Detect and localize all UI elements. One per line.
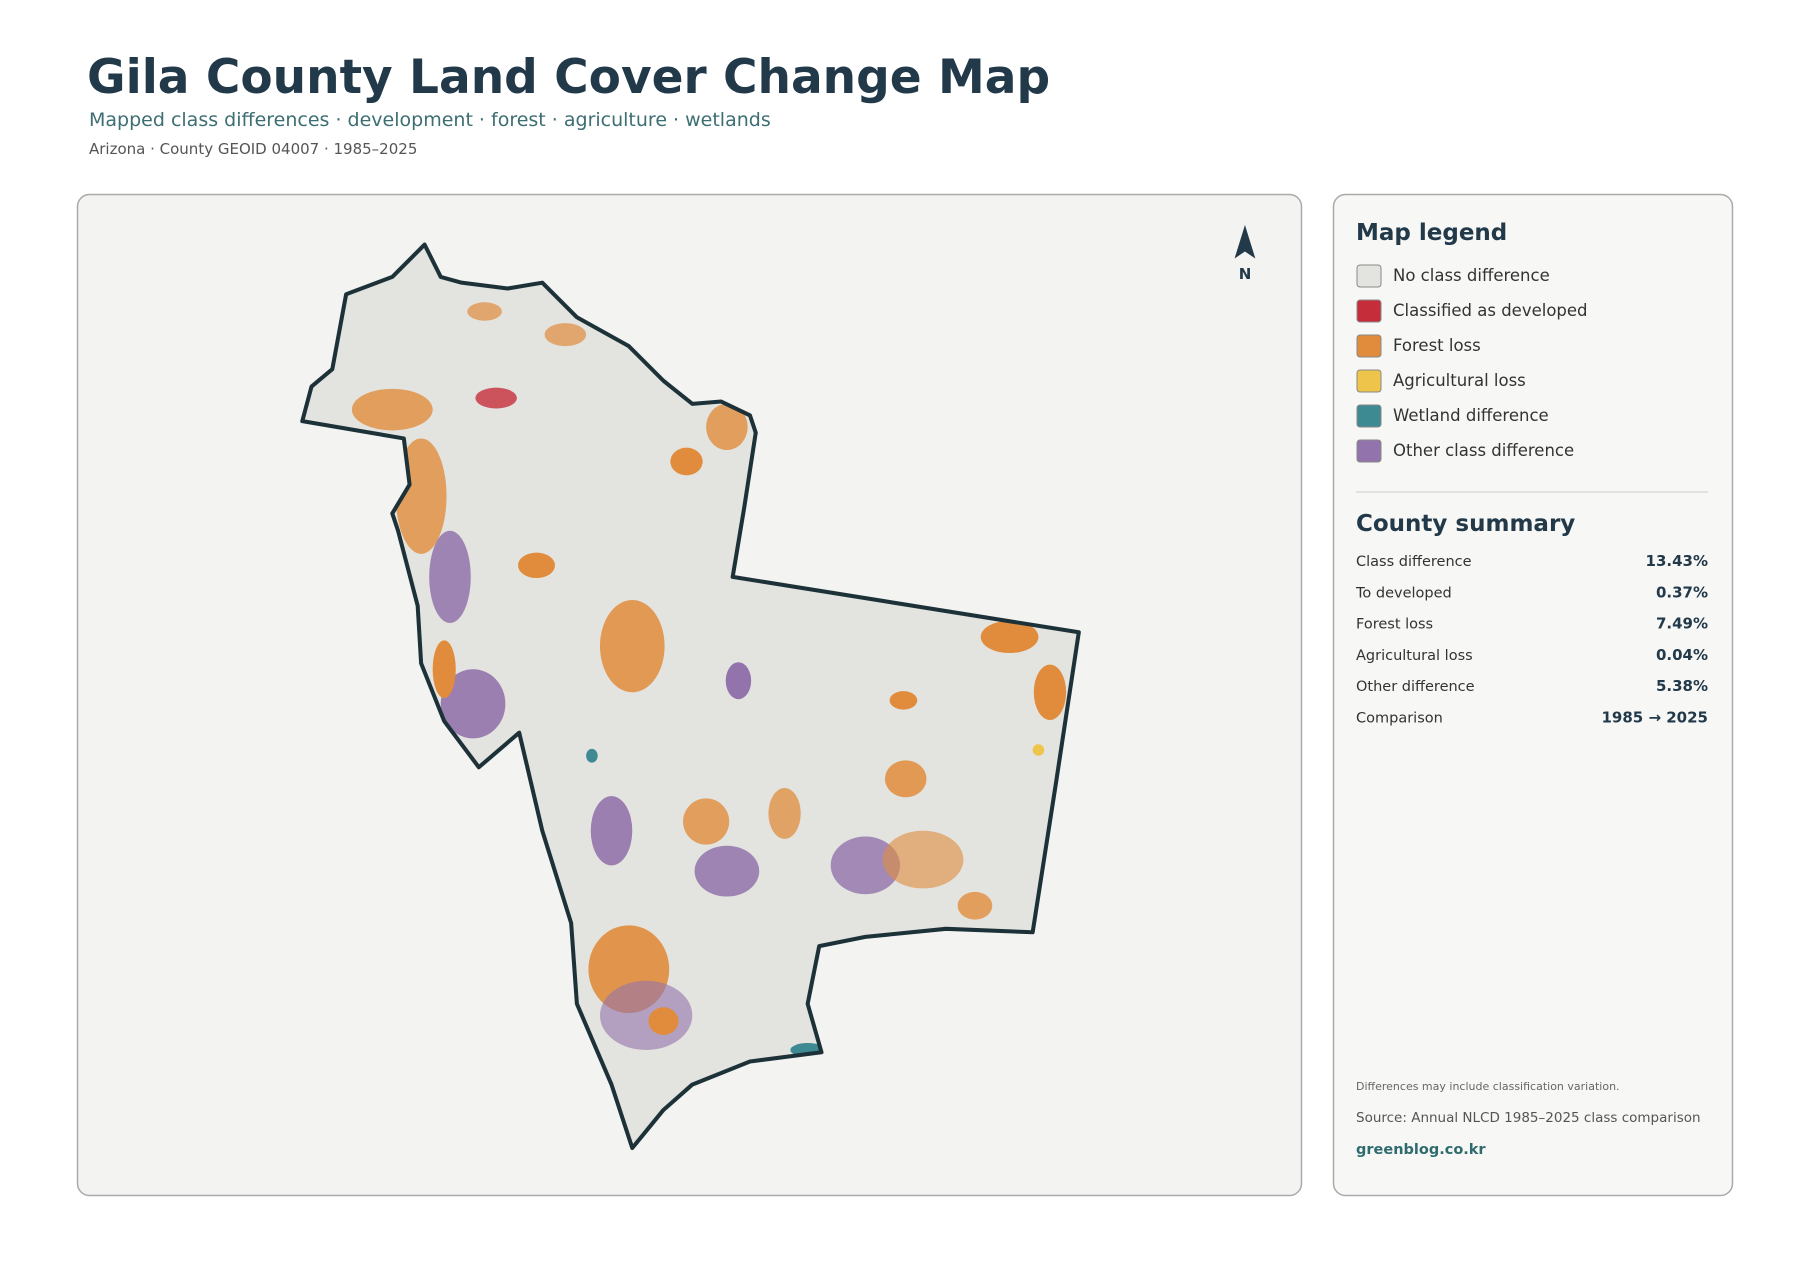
summary-label: Class difference <box>1356 554 1472 570</box>
disclaimer: Differences may include classification v… <box>1356 1080 1620 1093</box>
county-map <box>302 224 1256 1148</box>
summary-value: 13.43% <box>1646 552 1708 570</box>
legend-title: Map legend <box>1356 220 1507 246</box>
north-label: N <box>1239 265 1252 283</box>
credit: greenblog.co.kr <box>1356 1142 1486 1158</box>
subtitle: Mapped class differences · development ·… <box>89 109 771 131</box>
legend-swatch <box>1356 264 1382 288</box>
title: Gila County Land Cover Change Map <box>87 50 1050 105</box>
side-panel <box>1332 193 1734 1197</box>
summary-value: 7.49% <box>1656 615 1708 633</box>
legend-label: Forest loss <box>1393 336 1481 355</box>
legend-swatch <box>1356 404 1382 428</box>
legend-swatch <box>1356 299 1382 323</box>
legend-swatch <box>1356 334 1382 358</box>
source: Source: Annual NLCD 1985–2025 class comp… <box>1356 1110 1701 1126</box>
summary-value: 1985 → 2025 <box>1601 709 1708 727</box>
summary-label: Other difference <box>1356 679 1475 695</box>
summary-label: Comparison <box>1356 711 1443 727</box>
summary-value: 5.38% <box>1656 677 1708 695</box>
legend-label: No class difference <box>1393 266 1550 285</box>
legend-label: Other class difference <box>1393 441 1574 460</box>
legend-label: Wetland difference <box>1393 406 1549 425</box>
summary-label: Agricultural loss <box>1356 648 1473 664</box>
summary-title: County summary <box>1356 511 1575 537</box>
summary-label: To developed <box>1355 585 1452 601</box>
summary-value: 0.04% <box>1656 646 1708 664</box>
legend-swatch <box>1356 439 1382 463</box>
north-arrow <box>1234 224 1256 259</box>
summary-label: Forest loss <box>1356 617 1433 633</box>
meta: Arizona · County GEOID 04007 · 1985–2025 <box>89 140 417 158</box>
summary-value: 0.37% <box>1656 583 1708 601</box>
legend-label: Agricultural loss <box>1393 371 1526 390</box>
legend-swatch <box>1356 369 1382 393</box>
legend-label: Classified as developed <box>1393 301 1588 320</box>
